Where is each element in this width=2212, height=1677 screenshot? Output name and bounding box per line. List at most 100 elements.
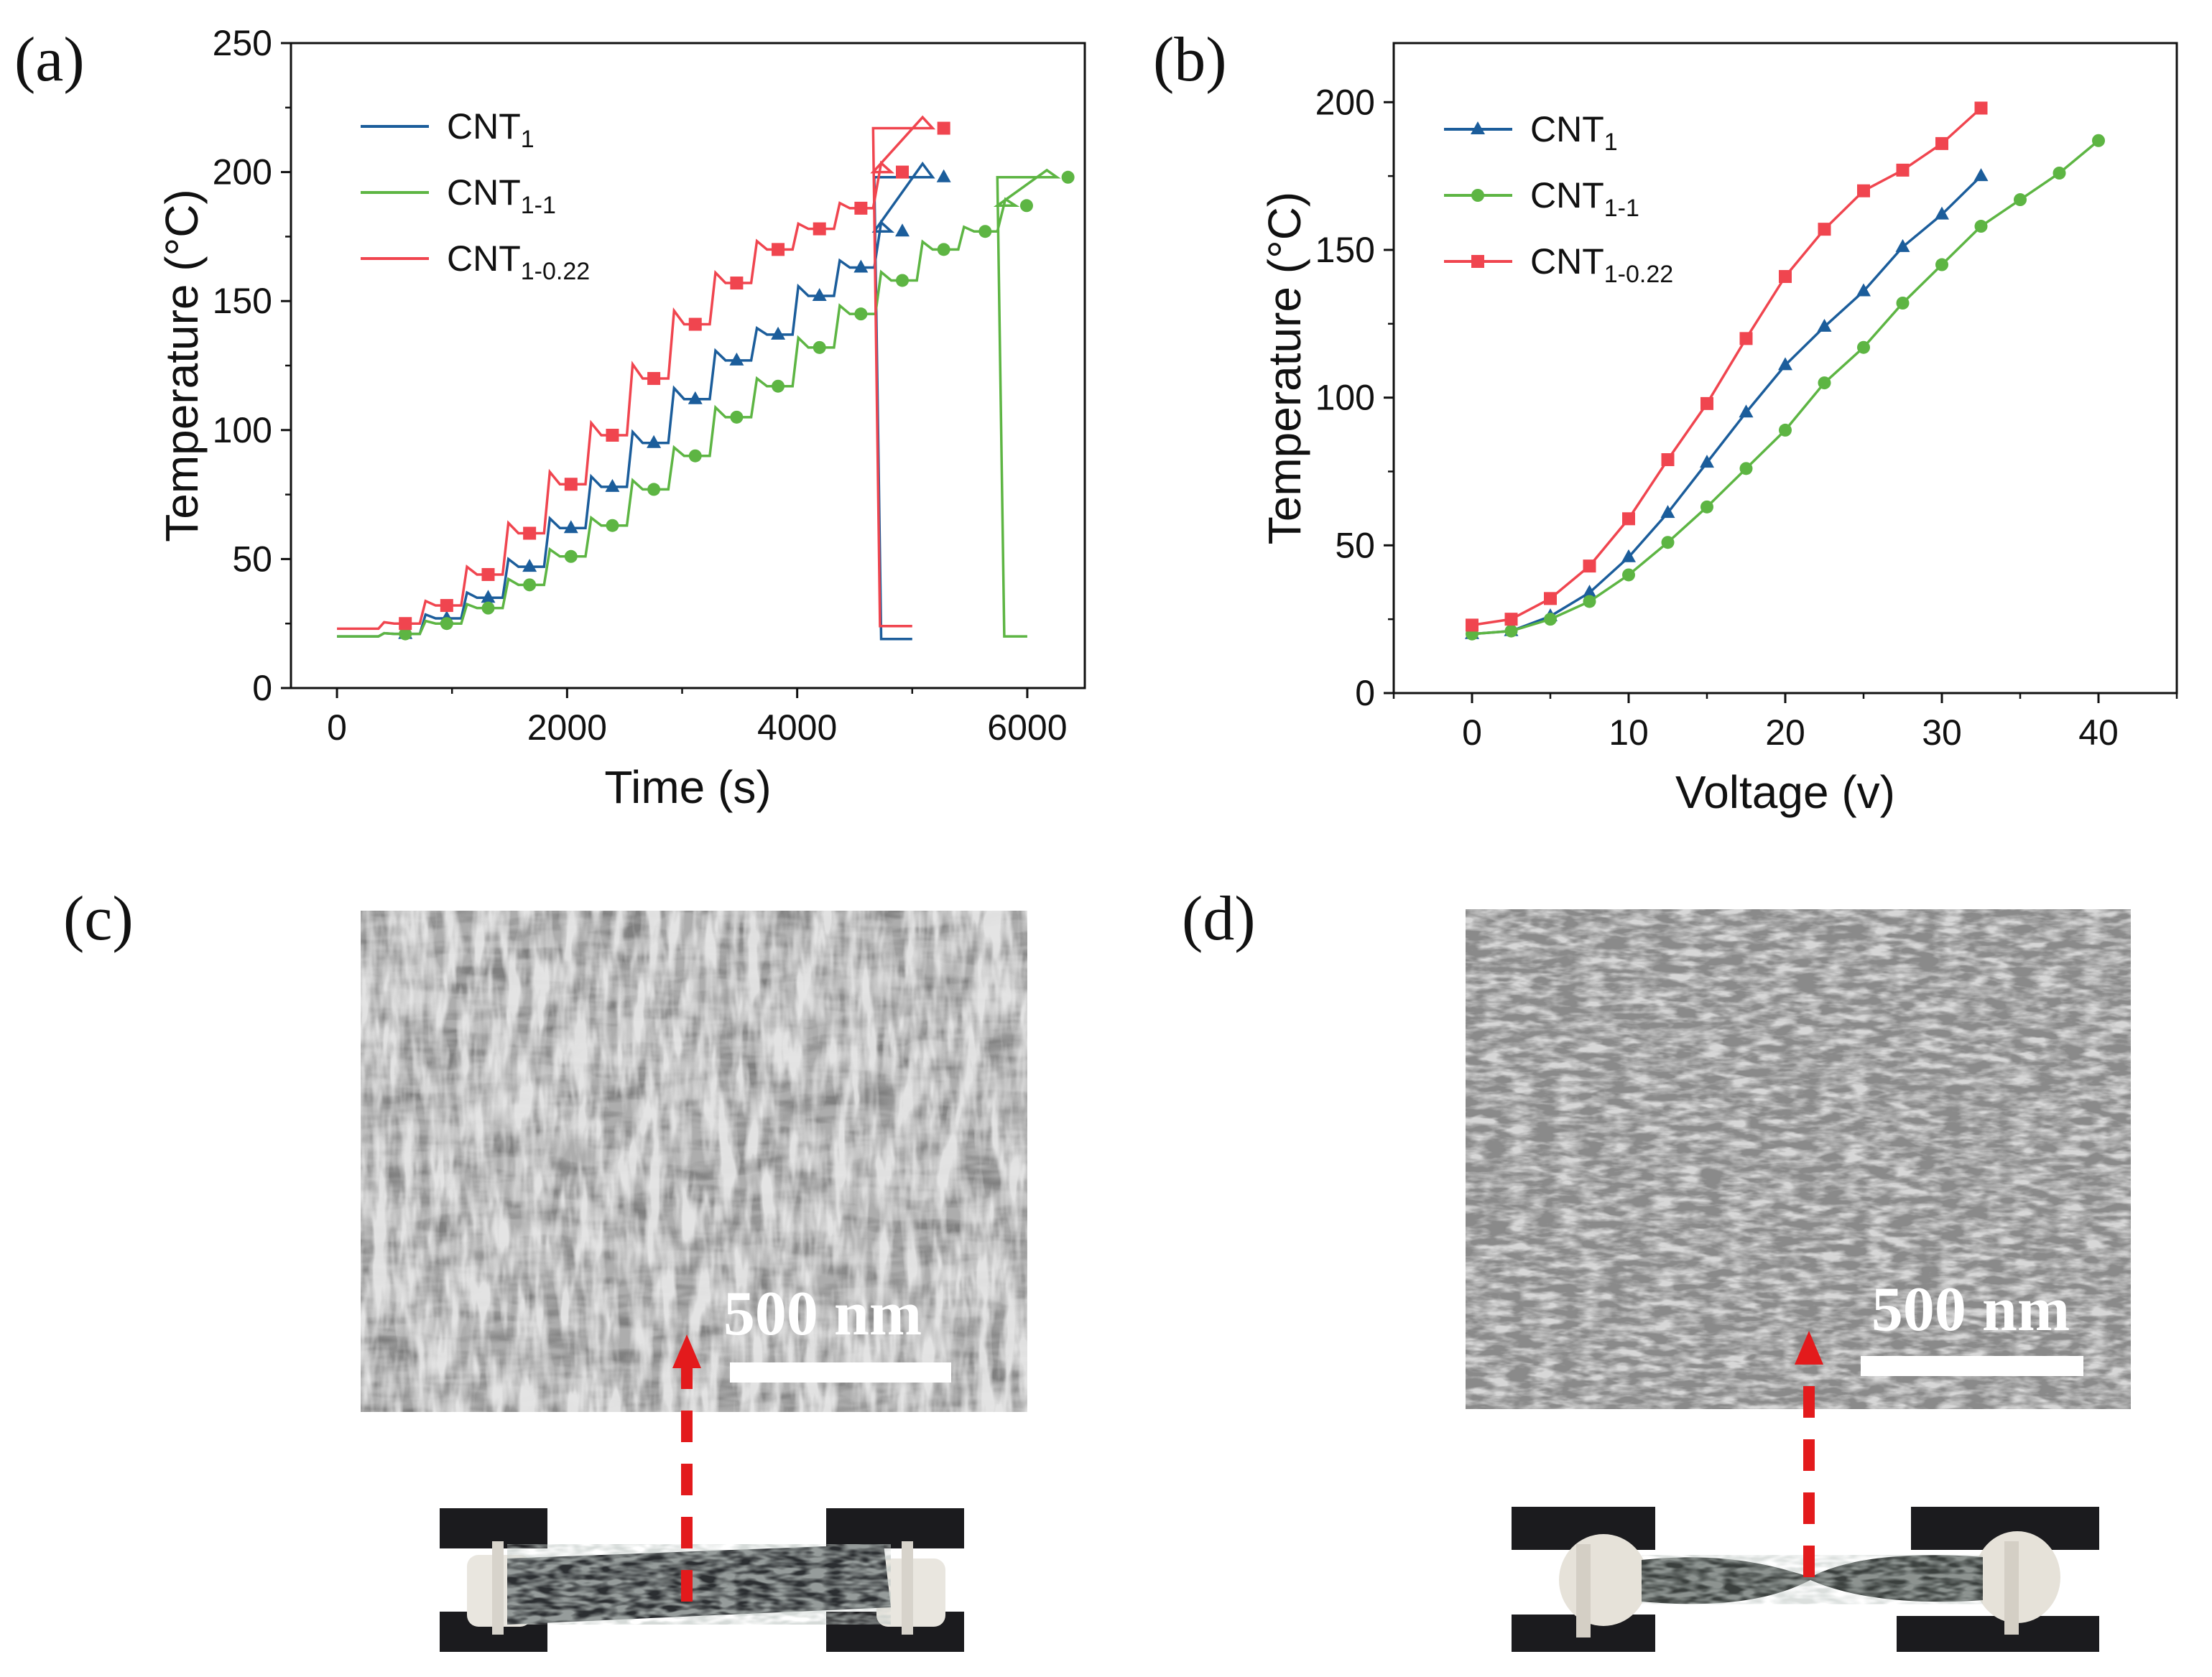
chart-a-point-CNT1 [522,559,537,572]
chart-a-point-CNT1_1 [854,307,868,321]
chart-b-y-tick-label: 50 [1335,525,1375,565]
chart-a-point-CNT1_022 [606,428,619,442]
chart-b-point-CNT1_022 [1857,184,1870,198]
chart-a-x-axis-title: Time (s) [604,761,771,813]
chart-a-point-CNT1_1 [937,243,950,256]
chart-a-point-CNT1 [563,520,578,534]
chart-b-point-CNT1 [1621,549,1636,562]
chart-b-point-CNT1_1 [2053,167,2066,180]
chart-b-point-CNT1_1 [2092,134,2105,147]
chart-a-point-CNT1_1 [1061,170,1075,184]
chart-a-plot-frame [290,42,1086,689]
chart-b-legend-marker [1471,255,1484,268]
chart-b-point-CNT1 [1582,585,1597,598]
chart-a-point-CNT1_1 [688,449,702,463]
chart-b-point-CNT1_1 [1544,613,1557,626]
chart-b-point-CNT1_1 [1935,258,1948,271]
chart-b-point-CNT1 [1700,455,1714,468]
chart-b-point-CNT1 [1935,206,1949,220]
chart-b-y-tick-label: 150 [1315,230,1375,270]
panel-a-label: (a) [14,25,85,95]
chart-b-point-CNT1_022 [1935,136,1948,150]
chart-b-point-CNT1_022 [1583,559,1596,573]
chart-a-point-CNT1_1 [772,379,785,393]
chart-a-point-CNT1_1 [523,578,537,592]
chart-a-point-CNT1_022 [813,222,826,236]
chart-a-point-CNT1 [812,288,827,302]
chart-a-point-CNT1_1 [813,340,826,354]
sample-photo-c [440,1508,964,1652]
chart-b-legend-marker [1471,189,1484,202]
chart-a-point-CNT1_1 [399,627,412,641]
chart-a-point-CNT1_022 [564,478,578,491]
chart-a-y-tick-label: 200 [213,152,272,192]
chart-a-point-CNT1_022 [937,121,950,135]
chart-b-point-CNT1_1 [1504,624,1518,638]
sem-image-d: 500 nm [1466,909,2131,1409]
chart-a-y-tick-label: 50 [232,539,272,579]
chart-b-legend-label: CNT1-1 [1530,175,1639,222]
scale-bar-c [730,1362,951,1383]
chart-a-y-tick-label: 150 [213,281,272,321]
chart-a-point-CNT1 [605,478,620,492]
chart-b-point-CNT1_022 [1779,269,1792,283]
chart-b-point-CNT1 [1778,357,1792,371]
chart-b-point-CNT1_022 [1818,223,1831,236]
chart-a-y-axis-title: Temperature (°C) [156,189,208,542]
chart-b-point-CNT1_1 [1661,536,1675,549]
chart-b-point-CNT1_1 [1700,500,1713,514]
chart-a-point-CNT1_022 [896,165,910,179]
chart-a-point-CNT1_022 [481,567,495,581]
chart-a-y-tick-label: 100 [213,410,272,450]
chart-a-temperature-vs-time: 0 2000 4000 6000 0 50 100 150 200 250 Time (s) Temp… [156,23,1086,813]
scale-bar-d [1861,1356,2083,1376]
chart-b-point-CNT1_022 [1974,101,1988,115]
chart-b-point-CNT1_1 [1818,376,1831,390]
chart-b-x-tick-label: 10 [1609,712,1649,753]
chart-a-point-CNT1 [688,391,703,404]
chart-b-point-CNT1_1 [1583,595,1596,608]
scale-bar-label-d: 500 nm [1871,1275,2070,1344]
chart-b-series-line-CNT1 [1471,175,1982,636]
chart-b-temperature-vs-voltage: 0 10 20 30 40 0 50 100 150 200 Voltage (v) Temperat… [1259,42,2178,818]
chart-b-y-tick-label: 0 [1355,673,1375,713]
chart-b-y-tick-label: 200 [1315,82,1375,122]
chart-b-point-CNT1_1 [2014,193,2027,207]
scale-bar-label-c: 500 nm [723,1279,922,1349]
chart-a-point-CNT1_022 [440,599,453,613]
chart-a-point-CNT1_022 [523,526,537,540]
chart-b-point-CNT1 [1856,283,1871,297]
chart-a-point-CNT1_022 [772,243,785,256]
chart-b-point-CNT1_022 [1700,396,1713,410]
panel-c-label: (c) [63,884,134,954]
chart-a-point-CNT1_1 [481,601,495,615]
panel-b-label: (b) [1153,25,1227,95]
chart-a-y-tick-label: 250 [213,23,272,63]
chart-a-point-CNT1_1 [896,274,910,287]
chart-a-series-line-CNT1_1 [337,168,1061,638]
chart-b-point-CNT1 [1739,404,1754,418]
chart-a-y-tick-label: 0 [252,668,272,708]
chart-b-y-tick-label: 100 [1315,378,1375,418]
chart-b-y-axis-title: Temperature (°C) [1259,192,1310,545]
chart-a-point-CNT1_1 [440,617,453,631]
chart-b-legend-marker [1471,121,1485,134]
chart-b-point-CNT1_022 [1466,618,1478,632]
chart-b-legend-label: CNT1 [1530,109,1618,156]
chart-a-series-line-CNT1 [337,161,935,641]
chart-a-point-CNT1 [771,326,786,340]
chart-b-x-tick-label: 0 [1462,712,1482,753]
chart-b-point-CNT1_1 [1974,220,1988,233]
chart-a-point-CNT1_1 [730,410,744,424]
chart-a-point-CNT1 [895,223,910,237]
arrow-d [1795,1331,1823,1577]
chart-b-point-CNT1_022 [1544,592,1557,605]
chart-b-point-CNT1_1 [1739,462,1753,475]
chart-b-point-CNT1_022 [1661,453,1675,467]
chart-a-legend-label: CNT1-1 [447,172,556,219]
chart-a-point-CNT1_022 [647,371,661,385]
chart-b-point-CNT1_1 [1622,568,1635,582]
chart-a-point-CNT1_1 [1019,199,1033,213]
chart-a-x-tick-label: 2000 [527,707,607,748]
